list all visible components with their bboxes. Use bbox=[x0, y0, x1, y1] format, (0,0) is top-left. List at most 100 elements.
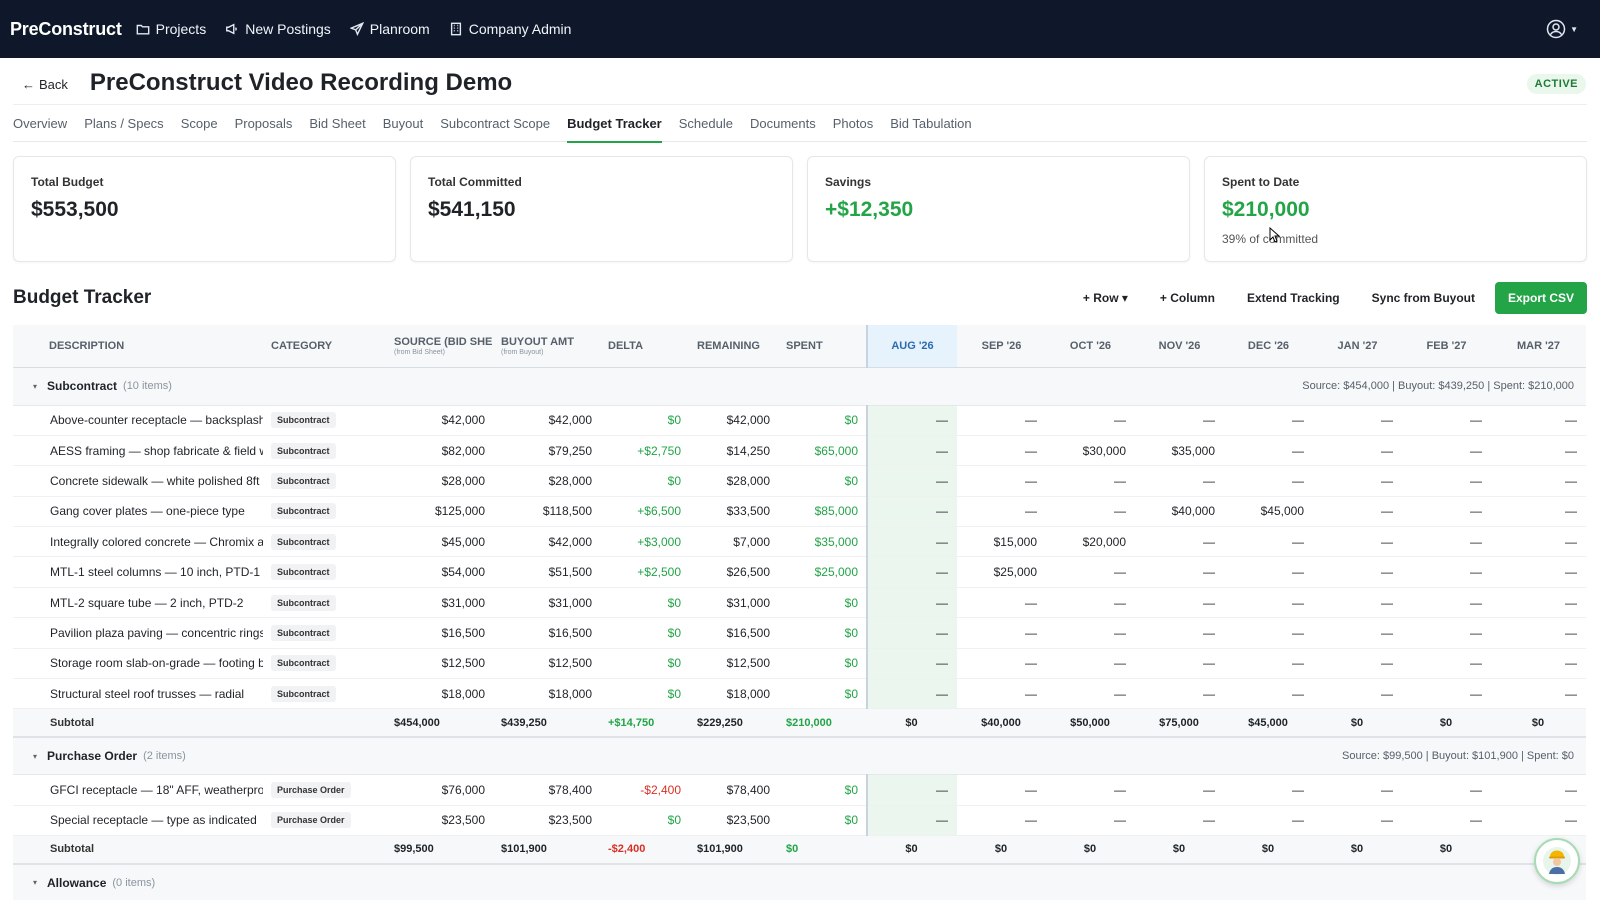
month-cell[interactable]: — bbox=[1135, 556, 1224, 588]
month-cell[interactable]: — bbox=[1224, 648, 1313, 680]
col-remaining[interactable]: REMAINING bbox=[689, 325, 778, 368]
month-cell[interactable]: — bbox=[1224, 678, 1313, 710]
month-cell[interactable]: — bbox=[1135, 678, 1224, 710]
month-cell[interactable]: — bbox=[1224, 526, 1313, 558]
month-cell[interactable]: — bbox=[1402, 496, 1491, 528]
month-cell[interactable]: — bbox=[1313, 526, 1402, 558]
month-cell[interactable]: — bbox=[866, 617, 957, 649]
tab-bid-sheet[interactable]: Bid Sheet bbox=[309, 115, 366, 131]
month-cell[interactable]: — bbox=[1224, 465, 1313, 497]
month-cell[interactable]: — bbox=[1313, 805, 1402, 837]
col-month-current[interactable]: AUG '26 bbox=[866, 325, 957, 368]
month-cell[interactable]: — bbox=[1313, 587, 1402, 619]
month-cell[interactable]: $45,000 bbox=[1224, 496, 1313, 528]
table-row[interactable]: Concrete sidewalk — white polished 8ft Su… bbox=[13, 465, 1586, 497]
table-row[interactable]: Integrally colored concrete — Chromix ad… bbox=[13, 526, 1586, 558]
nav-item-projects[interactable]: Projects bbox=[136, 21, 206, 37]
assistant-avatar-button[interactable] bbox=[1534, 838, 1580, 884]
table-row[interactable]: Gang cover plates — one-piece type Subcon… bbox=[13, 496, 1586, 528]
month-cell[interactable]: — bbox=[1046, 465, 1135, 497]
chevron-down-icon[interactable]: ▾ bbox=[33, 381, 38, 391]
group-header[interactable]: ▾ Allowance (0 items) bbox=[13, 863, 867, 900]
month-cell[interactable]: — bbox=[1491, 435, 1586, 467]
tab-buyout[interactable]: Buyout bbox=[382, 115, 424, 131]
table-row[interactable]: MTL-2 square tube — 2 inch, PTD-2 Subcont… bbox=[13, 587, 1586, 619]
month-cell[interactable]: — bbox=[866, 678, 957, 710]
month-cell[interactable]: — bbox=[1224, 774, 1313, 806]
month-cell[interactable]: — bbox=[866, 435, 957, 467]
month-cell[interactable]: — bbox=[1135, 405, 1224, 436]
month-cell[interactable]: — bbox=[1491, 805, 1586, 837]
month-cell[interactable]: — bbox=[1402, 774, 1491, 806]
month-cell[interactable]: — bbox=[1046, 496, 1135, 528]
month-cell[interactable]: $20,000 bbox=[1046, 526, 1135, 558]
month-cell[interactable]: — bbox=[957, 617, 1046, 649]
month-cell[interactable]: — bbox=[1313, 678, 1402, 710]
month-cell[interactable]: $15,000 bbox=[957, 526, 1046, 558]
month-cell[interactable]: — bbox=[1046, 805, 1135, 837]
month-cell[interactable]: $40,000 bbox=[1135, 496, 1224, 528]
month-cell[interactable]: — bbox=[1402, 405, 1491, 436]
add-column-button[interactable]: + Column bbox=[1159, 291, 1215, 305]
month-cell[interactable]: — bbox=[866, 587, 957, 619]
nav-item-new-postings[interactable]: New Postings bbox=[225, 21, 331, 37]
month-cell[interactable]: $25,000 bbox=[957, 556, 1046, 588]
nav-item-planroom[interactable]: Planroom bbox=[349, 21, 430, 37]
month-cell[interactable]: — bbox=[1402, 805, 1491, 837]
tab-proposals[interactable]: Proposals bbox=[234, 115, 293, 131]
month-cell[interactable]: — bbox=[1402, 648, 1491, 680]
user-menu[interactable]: ▼ bbox=[1546, 19, 1578, 39]
month-cell[interactable]: — bbox=[1313, 496, 1402, 528]
col-description[interactable]: DESCRIPTION bbox=[13, 325, 263, 368]
tab-documents[interactable]: Documents bbox=[749, 115, 816, 131]
month-cell[interactable]: — bbox=[1135, 526, 1224, 558]
row-description[interactable]: Above-counter receptacle — backsplash h bbox=[13, 405, 263, 436]
col-month[interactable]: MAR '27 bbox=[1491, 325, 1586, 368]
month-cell[interactable]: — bbox=[957, 465, 1046, 497]
month-cell[interactable]: — bbox=[1046, 587, 1135, 619]
table-row[interactable]: AESS framing — shop fabricate & field we… bbox=[13, 435, 1586, 467]
col-category[interactable]: CATEGORY bbox=[263, 325, 386, 368]
month-cell[interactable]: — bbox=[1402, 587, 1491, 619]
month-cell[interactable]: — bbox=[866, 526, 957, 558]
row-description[interactable]: AESS framing — shop fabricate & field we bbox=[13, 435, 263, 467]
month-cell[interactable]: — bbox=[1313, 435, 1402, 467]
month-cell[interactable]: — bbox=[957, 774, 1046, 806]
month-cell[interactable]: $30,000 bbox=[1046, 435, 1135, 467]
col-month[interactable]: JAN '27 bbox=[1313, 325, 1402, 368]
month-cell[interactable]: — bbox=[1135, 805, 1224, 837]
month-cell[interactable]: — bbox=[1313, 405, 1402, 436]
month-cell[interactable]: — bbox=[1224, 617, 1313, 649]
row-description[interactable]: MTL-1 steel columns — 10 inch, PTD-1 bbox=[13, 556, 263, 588]
month-cell[interactable]: — bbox=[1491, 617, 1586, 649]
month-cell[interactable]: — bbox=[1135, 465, 1224, 497]
row-description[interactable]: Concrete sidewalk — white polished 8ft bbox=[13, 465, 263, 497]
month-cell[interactable]: — bbox=[1491, 587, 1586, 619]
month-cell[interactable]: — bbox=[1224, 587, 1313, 619]
tab-bid-tabulation[interactable]: Bid Tabulation bbox=[890, 115, 972, 131]
month-cell[interactable]: — bbox=[1491, 465, 1586, 497]
month-cell[interactable]: — bbox=[1224, 405, 1313, 436]
group-row[interactable]: ▾ Subcontract (10 items) Source: $454,000 |… bbox=[13, 367, 1586, 406]
col-delta[interactable]: DELTA bbox=[600, 325, 689, 368]
month-cell[interactable]: — bbox=[1313, 617, 1402, 649]
row-description[interactable]: Integrally colored concrete — Chromix ad bbox=[13, 526, 263, 558]
table-row[interactable]: Special receptacle — type as indicated Pu… bbox=[13, 805, 1586, 837]
month-cell[interactable]: — bbox=[957, 496, 1046, 528]
table-row[interactable]: Pavilion plaza paving — concentric rings… bbox=[13, 617, 1586, 649]
tab-scope[interactable]: Scope bbox=[180, 115, 218, 131]
month-cell[interactable]: — bbox=[1046, 774, 1135, 806]
month-cell[interactable]: — bbox=[1313, 465, 1402, 497]
add-row-button[interactable]: + Row ▾ bbox=[1082, 291, 1128, 305]
row-description[interactable]: Special receptacle — type as indicated bbox=[13, 805, 263, 837]
row-description[interactable]: GFCI receptacle — 18" AFF, weatherproof bbox=[13, 774, 263, 806]
table-row[interactable]: Structural steel roof trusses — radial Su… bbox=[13, 678, 1586, 710]
month-cell[interactable]: — bbox=[1135, 617, 1224, 649]
sync-from-buyout-button[interactable]: Sync from Buyout bbox=[1371, 291, 1475, 305]
month-cell[interactable]: — bbox=[1046, 648, 1135, 680]
month-cell[interactable]: — bbox=[1402, 556, 1491, 588]
group-row[interactable]: ▾ Purchase Order (2 items) Source: $99,500 … bbox=[13, 736, 1586, 776]
month-cell[interactable]: — bbox=[1402, 678, 1491, 710]
month-cell[interactable]: — bbox=[866, 805, 957, 837]
col-spent[interactable]: SPENT bbox=[778, 325, 867, 368]
